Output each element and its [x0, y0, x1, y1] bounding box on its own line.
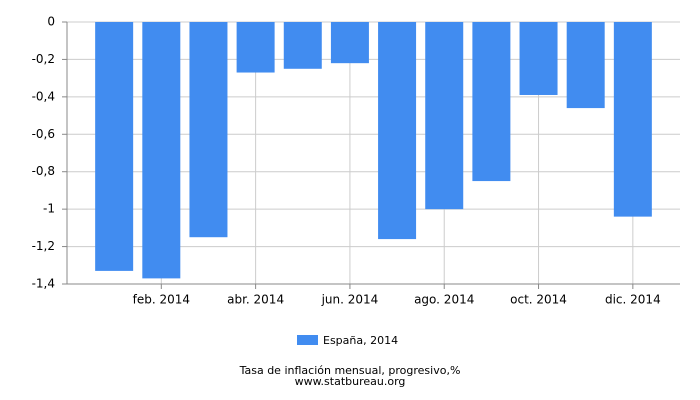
y-tick-label: -1,4 — [32, 277, 55, 291]
y-tick-label: -0,6 — [32, 127, 55, 141]
x-tick-label: abr. 2014 — [227, 293, 284, 307]
x-tick-label: dic. 2014 — [605, 293, 661, 307]
y-tick-label: -0,2 — [32, 52, 55, 66]
x-tick-label: ago. 2014 — [414, 293, 474, 307]
x-tick-label: oct. 2014 — [510, 293, 567, 307]
chart-subtitle: www.statbureau.org — [295, 375, 406, 388]
bar — [283, 22, 322, 69]
bar — [425, 22, 464, 210]
bar — [236, 22, 275, 73]
x-tick-label: jun. 2014 — [321, 293, 379, 307]
bar — [330, 22, 369, 64]
y-tick-label: -0,8 — [32, 164, 55, 178]
bar — [142, 22, 181, 279]
bar — [95, 22, 134, 271]
bar — [472, 22, 511, 182]
y-tick-label: -1,2 — [32, 239, 55, 253]
x-tick-label: feb. 2014 — [133, 293, 190, 307]
bar — [613, 22, 652, 217]
chart-title: Tasa de inflación mensual, progresivo,% — [239, 364, 461, 377]
bar — [519, 22, 558, 95]
y-tick-label: 0 — [47, 15, 55, 29]
bar — [566, 22, 605, 109]
y-tick-label: -1 — [43, 202, 55, 216]
legend-label: España, 2014 — [323, 334, 398, 347]
legend-swatch — [297, 335, 318, 345]
y-tick-label: -0,4 — [32, 89, 55, 103]
bar — [189, 22, 228, 238]
bar — [378, 22, 417, 240]
